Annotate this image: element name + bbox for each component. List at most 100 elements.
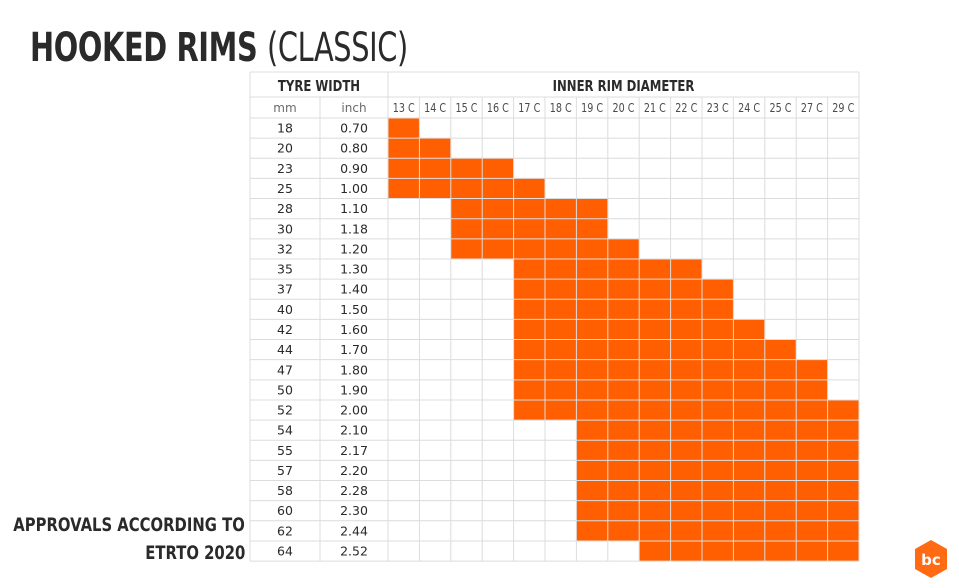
row-inch-44: 1.70 [340, 342, 368, 357]
row-mm-57: 57 [277, 463, 293, 478]
approved-cell-47-18 [545, 359, 577, 381]
row-mm-55: 55 [277, 443, 293, 458]
approved-cell-60-23 [702, 500, 734, 522]
row-inch-47: 1.80 [340, 362, 368, 377]
approved-cell-28-18 [545, 198, 577, 219]
approved-cell-50-25 [764, 379, 797, 401]
approved-cell-52-29 [827, 399, 860, 421]
approved-cell-44-20 [607, 339, 640, 360]
approved-cell-54-20 [607, 420, 640, 441]
approved-cell-50-17 [513, 379, 546, 401]
approved-cell-55-20 [607, 440, 640, 461]
approved-cell-42-17 [513, 319, 546, 340]
approved-cell-42-18 [545, 319, 577, 340]
column-label-23: 23 C [707, 101, 729, 115]
approved-cell-50-20 [607, 379, 640, 401]
row-mm-37: 37 [277, 282, 293, 297]
row-mm-58: 58 [277, 483, 293, 498]
row-inch-58: 2.28 [340, 483, 368, 498]
approved-cell-47-21 [639, 359, 671, 381]
approved-cell-54-22 [670, 420, 703, 441]
row-mm-50: 50 [277, 382, 293, 397]
approved-cell-35-20 [607, 258, 640, 280]
page-title: HOOKED RIMS (CLASSIC) [30, 24, 408, 72]
approved-cell-23-13 [388, 158, 420, 179]
column-label-16: 16 C [487, 101, 509, 115]
title-main: HOOKED RIMS [30, 25, 267, 71]
row-mm-35: 35 [277, 262, 293, 277]
approved-cell-57-25 [764, 460, 797, 481]
approved-cell-32-20 [607, 238, 640, 260]
approved-cell-18-13 [388, 118, 420, 139]
approved-cell-23-16 [482, 158, 514, 179]
row-mm-44: 44 [277, 342, 293, 357]
approved-cell-47-17 [513, 359, 546, 381]
approved-cell-35-17 [513, 258, 546, 280]
row-inch-40: 1.50 [340, 302, 368, 317]
row-mm-32: 32 [277, 241, 293, 256]
approved-cell-62-23 [702, 520, 734, 542]
approved-cell-40-23 [702, 299, 734, 320]
approved-cell-37-21 [639, 279, 671, 300]
approved-cell-58-25 [764, 480, 797, 501]
column-label-24: 24 C [738, 101, 760, 115]
approved-cell-25-17 [513, 178, 546, 199]
approved-cell-50-18 [545, 379, 577, 401]
approved-cell-47-19 [576, 359, 609, 381]
row-inch-37: 1.40 [340, 282, 368, 297]
row-mm-42: 42 [277, 322, 293, 337]
approved-cell-30-19 [576, 218, 609, 240]
row-inch-55: 2.17 [340, 443, 368, 458]
approved-cell-44-25 [764, 339, 797, 360]
header-inner-rim-diameter: INNER RIM DIAMETER [553, 79, 695, 96]
approved-cell-52-22 [670, 399, 703, 421]
approved-cell-40-18 [545, 299, 577, 320]
subheader-mm: mm [273, 101, 296, 115]
approved-cell-47-22 [670, 359, 703, 381]
column-label-18: 18 C [550, 101, 572, 115]
row-inch-32: 1.20 [340, 241, 368, 256]
approved-cell-60-19 [576, 500, 609, 522]
approved-cell-58-22 [670, 480, 703, 501]
approved-cell-62-20 [607, 520, 640, 542]
row-inch-23: 0.90 [340, 161, 368, 176]
approved-cell-55-27 [796, 440, 828, 461]
approved-cell-55-22 [670, 440, 703, 461]
approved-cell-25-13 [388, 178, 420, 199]
approved-cell-47-25 [764, 359, 797, 381]
approved-cell-55-25 [764, 440, 797, 461]
approved-cell-47-24 [733, 359, 766, 381]
approved-cell-60-29 [827, 500, 860, 522]
approved-cell-37-20 [607, 279, 640, 300]
row-inch-18: 0.70 [340, 121, 368, 136]
approved-cell-58-19 [576, 480, 609, 501]
approved-cell-42-20 [607, 319, 640, 340]
approved-cell-57-20 [607, 460, 640, 481]
approved-cell-30-16 [482, 218, 514, 240]
column-label-14: 14 C [424, 101, 446, 115]
row-mm-62: 62 [277, 523, 293, 538]
approved-cell-28-15 [450, 198, 483, 219]
approved-cell-32-18 [545, 238, 577, 260]
approved-cell-62-24 [733, 520, 766, 542]
row-inch-42: 1.60 [340, 322, 368, 337]
approved-cell-40-20 [607, 299, 640, 320]
row-mm-30: 30 [277, 221, 293, 236]
approved-cell-35-18 [545, 258, 577, 280]
column-label-25: 25 C [770, 101, 792, 115]
approved-cell-42-21 [639, 319, 671, 340]
column-label-21: 21 C [644, 101, 666, 115]
row-inch-20: 0.80 [340, 141, 368, 156]
row-mm-28: 28 [277, 201, 293, 216]
approved-cell-60-24 [733, 500, 766, 522]
approved-cell-57-21 [639, 460, 671, 481]
approved-cell-28-19 [576, 198, 609, 219]
approved-cell-28-17 [513, 198, 546, 219]
approved-cell-37-22 [670, 279, 703, 300]
approved-cell-52-25 [764, 399, 797, 421]
approved-cell-44-22 [670, 339, 703, 360]
approved-cell-60-20 [607, 500, 640, 522]
approved-cell-25-16 [482, 178, 514, 199]
approved-cell-40-19 [576, 299, 609, 320]
row-mm-54: 54 [277, 423, 293, 438]
